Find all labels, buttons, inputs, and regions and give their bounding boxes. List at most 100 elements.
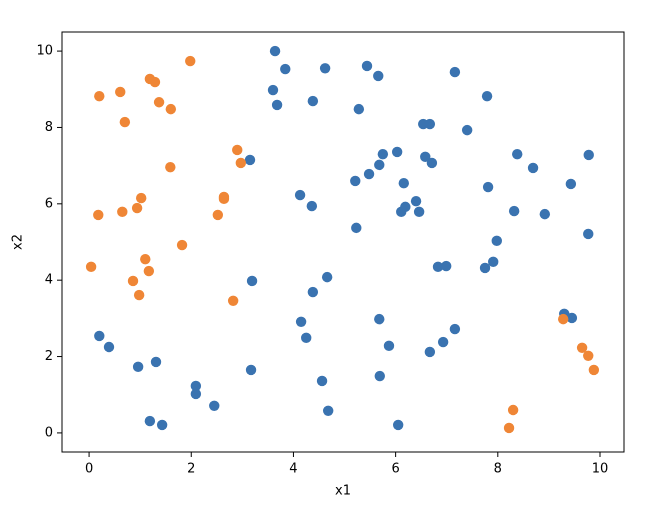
scatter-point: [432, 261, 444, 273]
scatter-point: [373, 70, 384, 82]
scatter-point: [190, 380, 202, 392]
scatter-point: [491, 235, 502, 247]
scatter-point: [420, 151, 431, 163]
y-tick-label: 10: [36, 44, 53, 59]
scatter-point: [235, 157, 247, 169]
scatter-point: [508, 205, 520, 217]
scatter-point: [103, 341, 115, 353]
scatter-point: [503, 422, 515, 434]
scatter-point: [410, 195, 422, 207]
x-tick-label: 2: [187, 462, 195, 477]
scatter-point: [149, 76, 161, 88]
scatter-point: [413, 206, 425, 218]
scatter-point: [94, 90, 105, 102]
scatter-point: [321, 271, 333, 283]
scatter-point: [507, 404, 519, 416]
scatter-point: [246, 275, 258, 287]
scatter-point: [424, 346, 436, 358]
scatter-point: [565, 178, 577, 190]
scatter-point: [218, 193, 230, 205]
scatter-point: [392, 419, 404, 431]
scatter-point: [583, 228, 594, 240]
scatter-point: [307, 286, 319, 298]
scatter-point: [301, 332, 312, 344]
x-tick-label: 0: [85, 462, 93, 477]
scatter-point: [583, 149, 594, 161]
x-tick-label: 10: [592, 462, 609, 477]
scatter-point: [185, 55, 196, 67]
scatter-point: [350, 175, 361, 187]
scatter-point: [374, 313, 385, 325]
scatter-point: [295, 316, 307, 327]
y-tick-label: 6: [45, 196, 53, 211]
scatter-point: [461, 124, 473, 136]
scatter-point: [132, 361, 144, 373]
x-axis-label: x1: [335, 484, 351, 499]
scatter-point: [424, 118, 436, 130]
scatter-point: [361, 60, 373, 72]
y-tick-label: 4: [45, 273, 53, 288]
scatter-point: [363, 168, 375, 180]
scatter-point: [294, 189, 306, 201]
scatter-point: [227, 295, 239, 306]
scatter-point: [267, 84, 279, 96]
scatter-point: [391, 146, 403, 158]
scatter-point: [316, 375, 328, 387]
scatter-point: [377, 148, 389, 160]
scatter-point: [527, 162, 539, 174]
scatter-point: [150, 356, 162, 368]
scatter-point: [539, 208, 551, 220]
scatter-point: [396, 206, 407, 218]
plot-frame: [61, 31, 625, 453]
scatter-point: [566, 312, 578, 324]
x-tick-label: 8: [494, 462, 502, 477]
scatter-point: [245, 364, 257, 376]
scatter-point: [398, 178, 409, 189]
scatter-point: [353, 103, 365, 115]
scatter-point: [351, 222, 362, 234]
scatter-point: [212, 209, 224, 221]
scatter-point: [133, 289, 145, 301]
scatter-point: [558, 313, 569, 325]
scatter-point: [143, 265, 155, 277]
scatter-point: [374, 159, 385, 171]
x-tick-label: 6: [391, 462, 399, 477]
scatter-point: [383, 340, 395, 352]
scatter-point: [131, 202, 143, 214]
scatter-point: [482, 181, 494, 193]
scatter-point: [232, 144, 243, 156]
scatter-point: [479, 262, 491, 274]
scatter-point: [588, 364, 600, 376]
scatter-point: [437, 336, 449, 348]
scatter-point: [576, 342, 588, 353]
scatter-point: [85, 261, 97, 273]
scatter-point: [426, 157, 438, 169]
scatter-point: [119, 116, 131, 128]
scatter-point: [127, 275, 139, 287]
scatter-point: [583, 350, 594, 361]
scatter-point: [209, 400, 220, 411]
scatter-point: [117, 206, 128, 218]
scatter-point: [322, 405, 334, 416]
scatter-point: [280, 63, 291, 75]
scatter-point: [176, 239, 188, 251]
y-axis-label: x2: [11, 234, 26, 250]
scatter-point: [140, 253, 151, 265]
scatter-point: [481, 90, 493, 102]
scatter-point: [165, 161, 176, 173]
scatter-point: [271, 99, 283, 111]
scatter-point: [144, 415, 156, 427]
x-tick-label: 4: [289, 462, 297, 477]
scatter-point: [190, 388, 202, 400]
scatter-point: [307, 95, 319, 107]
scatter-point: [244, 154, 256, 166]
scatter-point: [165, 103, 177, 115]
scatter-point: [156, 419, 168, 431]
scatter-point: [269, 45, 281, 57]
scatter-point: [319, 63, 331, 74]
y-tick-label: 0: [45, 425, 53, 440]
scatter-point: [441, 260, 452, 272]
scatter-point: [512, 148, 523, 160]
scatter-point: [135, 192, 147, 204]
